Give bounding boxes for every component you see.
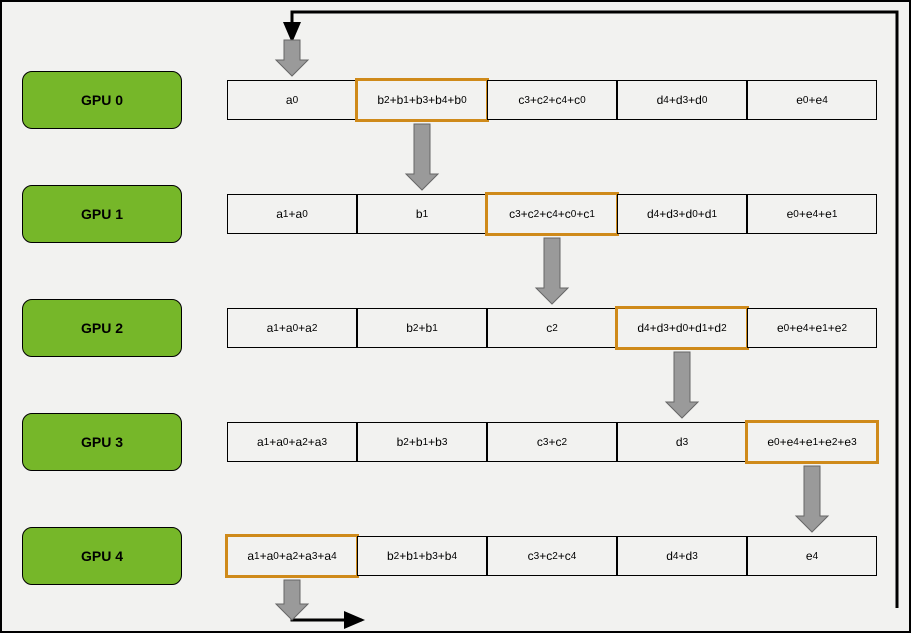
down-arrow [276, 580, 308, 620]
data-cell: e0+e4 [747, 80, 877, 120]
data-cell: d4+d3 [617, 536, 747, 576]
data-cell: d4+d3+d0+d1 [617, 194, 747, 234]
data-cell: c3+c2 [487, 422, 617, 462]
data-cell: a0 [227, 80, 357, 120]
data-cell: b2+b1+b3 [357, 422, 487, 462]
data-cell: a1+a0+a2+a3+a4 [227, 536, 357, 576]
data-cell: e0+e4+e1+e2 [747, 308, 877, 348]
gpu-label: GPU 4 [22, 527, 182, 585]
down-arrow [276, 40, 308, 76]
data-cell: c2 [487, 308, 617, 348]
data-cell: c3+c2+c4 [487, 536, 617, 576]
data-cell: b2+b1 [357, 308, 487, 348]
gpu-label: GPU 3 [22, 413, 182, 471]
data-cell: e4 [747, 536, 877, 576]
data-cell: a1+a0+a2 [227, 308, 357, 348]
gpu-label: GPU 2 [22, 299, 182, 357]
data-cell: a1+a0+a2+a3 [227, 422, 357, 462]
diagram-canvas: GPU 0a0b2+b1+b3+b4+b0c3+c2+c4+c0d4+d3+d0… [0, 0, 911, 633]
down-arrow [796, 466, 828, 532]
data-cell: e0+e4+e1 [747, 194, 877, 234]
data-cell: b2+b1+b3+b4 [357, 536, 487, 576]
data-cell: d4+d3+d0+d1+d2 [617, 308, 747, 348]
gpu-label: GPU 0 [22, 71, 182, 129]
data-cell: d4+d3+d0 [617, 80, 747, 120]
data-cell: a1+a0 [227, 194, 357, 234]
gpu-label: GPU 1 [22, 185, 182, 243]
down-arrow [536, 238, 568, 304]
down-arrow [666, 352, 698, 418]
data-cell: c3+c2+c4+c0 [487, 80, 617, 120]
data-cell: d3 [617, 422, 747, 462]
data-cell: c3+c2+c4+c0+c1 [487, 194, 617, 234]
data-cell: b1 [357, 194, 487, 234]
down-arrow [406, 124, 438, 190]
loop-arrow-bottom [292, 614, 362, 620]
data-cell: e0+e4+e1+e2+e3 [747, 422, 877, 462]
data-cell: b2+b1+b3+b4+b0 [357, 80, 487, 120]
